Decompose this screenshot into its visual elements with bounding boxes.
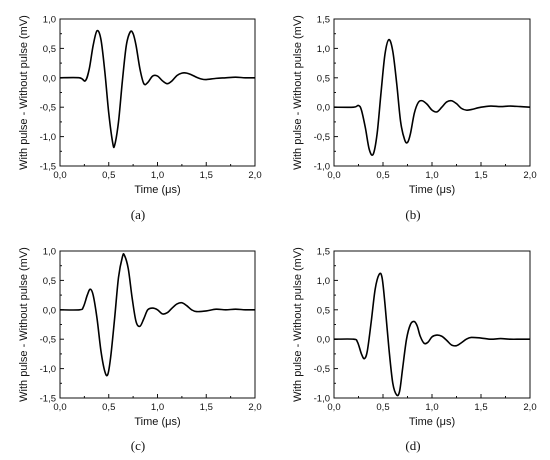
y-tick-label: -1,5 — [40, 394, 56, 405]
y-axis-label: With pulse - Without pulse (mV) — [18, 15, 30, 170]
y-axis-label: With pulse - Without pulse (mV) — [18, 247, 30, 402]
series-line-0 — [59, 253, 256, 377]
plot-frame — [333, 18, 531, 167]
y-tick-label: 0,5 — [317, 73, 330, 84]
panel-caption: (c) — [131, 438, 145, 453]
plot-frame — [333, 250, 531, 399]
y-tick-label: 1,0 — [43, 15, 56, 26]
panel-caption: (b) — [405, 207, 420, 222]
x-tick-label: 0,0 — [53, 170, 66, 181]
y-tick-label: -1,0 — [40, 132, 56, 143]
y-tick-label: -0,5 — [314, 364, 330, 375]
y-tick-label: 0,5 — [43, 44, 56, 55]
y-tick-label: 0,0 — [43, 305, 56, 316]
plot-frame — [59, 18, 256, 167]
x-tick-label: 1,0 — [151, 402, 164, 413]
y-tick-label: 1,0 — [317, 276, 330, 287]
x-tick-label: 1,5 — [474, 170, 487, 181]
y-tick-label: 1,0 — [317, 44, 330, 55]
x-tick-label: 1,5 — [200, 170, 213, 181]
y-tick-label: -1,5 — [40, 162, 56, 173]
x-tick-label: 1,0 — [425, 402, 438, 413]
y-tick-label: -1,0 — [40, 364, 56, 375]
x-axis-label: Time (μs) — [134, 184, 180, 196]
x-tick-label: 0,5 — [102, 170, 115, 181]
x-tick-label: 0,0 — [327, 170, 340, 181]
y-axis-label: With pulse - Without pulse (mV) — [292, 247, 304, 402]
panel-b: 0,0 0,5 1,0 1,5 2,0 -1,0 -0,5 0,0 0,5 1,0 1,5 Time … — [292, 15, 537, 223]
y-tick-label: 1,0 — [43, 247, 56, 258]
x-axis-label: Time (μs) — [409, 184, 455, 196]
y-tick-label: -1,0 — [314, 394, 330, 405]
x-tick-label: 1,0 — [151, 170, 164, 181]
x-tick-label: 1,5 — [474, 402, 487, 413]
x-tick-label: 0,5 — [376, 170, 389, 181]
y-tick-label: 0,0 — [43, 73, 56, 84]
panel-c: 0,0 0,5 1,0 1,5 2,0 -1,5 -1,0 -0,5 0,0 0,5 1,0 Time… — [18, 247, 262, 454]
x-tick-label: 0,5 — [102, 402, 115, 413]
y-tick-label: 0,5 — [43, 276, 56, 287]
series-line-0 — [333, 272, 530, 397]
x-tick-label: 2,0 — [248, 170, 261, 181]
y-tick-label: 0,0 — [317, 335, 330, 346]
y-tick-label: 1,5 — [317, 247, 330, 258]
series-line-0 — [59, 29, 256, 149]
series-line-0 — [333, 38, 531, 157]
x-tick-label: 1,5 — [200, 402, 213, 413]
x-tick-label: 2,0 — [248, 402, 261, 413]
panel-caption: (a) — [131, 207, 145, 222]
x-tick-label: 0,5 — [376, 402, 389, 413]
y-axis-label: With pulse - Without pulse (mV) — [292, 15, 304, 170]
panel-caption: (d) — [405, 438, 420, 453]
x-axis-label: Time (μs) — [134, 416, 180, 428]
plot-frame — [59, 250, 256, 399]
x-tick-label: 2,0 — [523, 170, 536, 181]
y-tick-label: 0,5 — [317, 305, 330, 316]
y-tick-label: -0,5 — [314, 132, 330, 143]
x-axis-label: Time (μs) — [409, 416, 455, 428]
x-tick-label: 2,0 — [523, 402, 536, 413]
x-tick-label: 0,0 — [53, 402, 66, 413]
y-tick-label: -0,5 — [40, 103, 56, 114]
y-tick-label: 1,5 — [317, 15, 330, 26]
panel-a: 0,0 0,5 1,0 1,5 2,0 -1,5 -1,0 -0,5 0,0 0,5 1,0 Time… — [18, 15, 262, 223]
y-tick-label: -1,0 — [314, 162, 330, 173]
x-tick-label: 0,0 — [327, 402, 340, 413]
x-tick-label: 1,0 — [425, 170, 438, 181]
panel-d: 0,0 0,5 1,0 1,5 2,0 -1,0 -0,5 0,0 0,5 1,0 1,5 Time … — [292, 247, 537, 454]
y-tick-label: 0,0 — [317, 103, 330, 114]
y-tick-label: -0,5 — [40, 335, 56, 346]
